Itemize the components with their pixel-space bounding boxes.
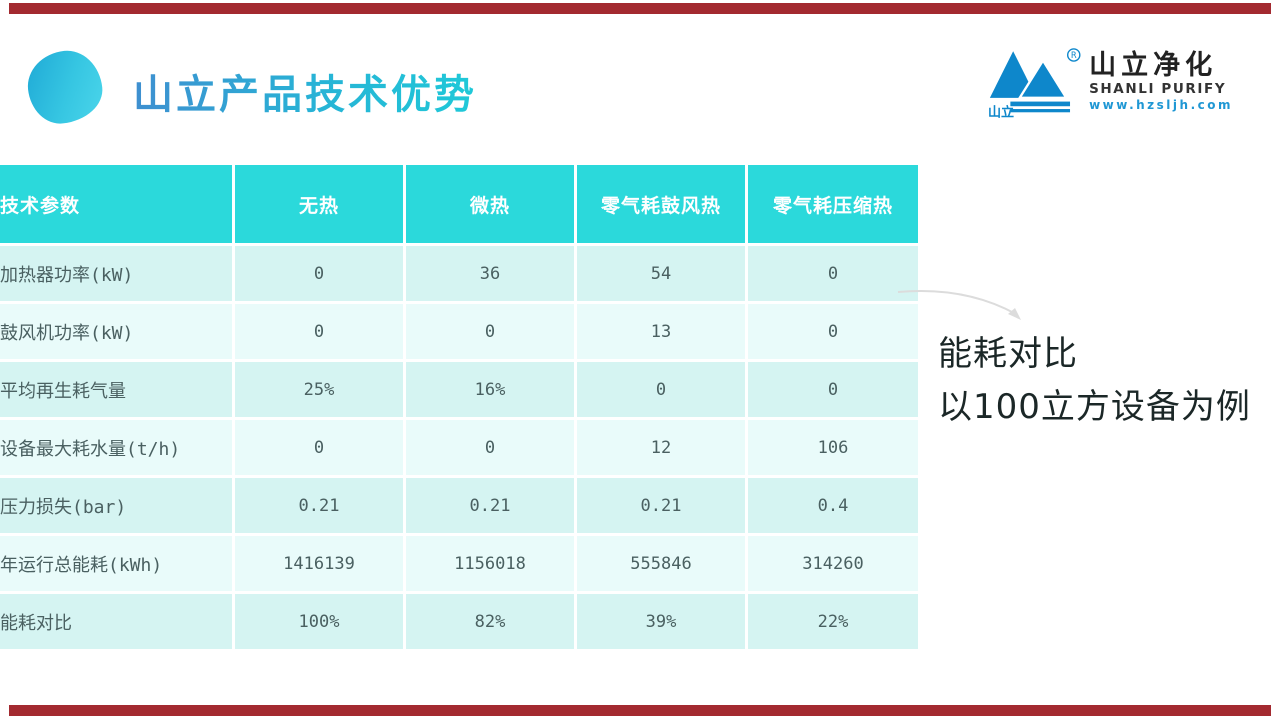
- table-row: 压力损失(bar) 0.21 0.21 0.21 0.4: [0, 478, 918, 533]
- cell-value: 0: [235, 304, 403, 359]
- cell-value: 22%: [748, 594, 918, 649]
- cell-value: 0: [748, 362, 918, 417]
- row-label: 压力损失(bar): [0, 478, 232, 533]
- cell-value: 12: [577, 420, 745, 475]
- registered-mark: R: [1071, 50, 1077, 60]
- cell-value: 106: [748, 420, 918, 475]
- table-row: 年运行总能耗(kWh) 1416139 1156018 555846 314260: [0, 536, 918, 591]
- table-row: 鼓风机功率(kW) 0 0 13 0: [0, 304, 918, 359]
- header-cell-compression-heat: 零气耗压缩热: [748, 165, 918, 243]
- top-accent-bar: [9, 3, 1271, 14]
- cell-value: 100%: [235, 594, 403, 649]
- cell-value: 0: [235, 420, 403, 475]
- logo-name-cn: 山立净化: [1089, 50, 1218, 81]
- cell-value: 25%: [235, 362, 403, 417]
- spec-table: 技术参数 无热 微热 零气耗鼓风热 零气耗压缩热 加热器功率(kW) 0 36 54 0…: [0, 162, 921, 652]
- annotation-line1: 能耗对比: [938, 334, 1078, 374]
- cell-value: 0: [235, 246, 403, 301]
- header-cell-parameter: 技术参数: [0, 165, 232, 243]
- cell-value: 0: [577, 362, 745, 417]
- logo-website: www.hzsljh.com: [1089, 98, 1233, 113]
- logo-cn-small: 山立: [988, 104, 1014, 120]
- logo-text-block: 山立净化 SHANLI PURIFY www.hzsljh.com: [1089, 42, 1233, 122]
- header-cell-blower-heat: 零气耗鼓风热: [577, 165, 745, 243]
- row-label: 鼓风机功率(kW): [0, 304, 232, 359]
- table-row: 平均再生耗气量 25% 16% 0 0: [0, 362, 918, 417]
- row-label: 能耗对比: [0, 594, 232, 649]
- cell-value: 555846: [577, 536, 745, 591]
- cell-value: 54: [577, 246, 745, 301]
- cell-value: 0.21: [577, 478, 745, 533]
- cell-value: 0.4: [748, 478, 918, 533]
- cell-value: 314260: [748, 536, 918, 591]
- cell-value: 13: [577, 304, 745, 359]
- cell-value: 1416139: [235, 536, 403, 591]
- logo-name-en: SHANLI PURIFY: [1089, 81, 1227, 98]
- table-row: 设备最大耗水量(t/h) 0 0 12 106: [0, 420, 918, 475]
- row-label: 设备最大耗水量(t/h): [0, 420, 232, 475]
- table-row: 加热器功率(kW) 0 36 54 0: [0, 246, 918, 301]
- cell-value: 0.21: [406, 478, 574, 533]
- cell-value: 0: [406, 420, 574, 475]
- cell-value: 0: [748, 246, 918, 301]
- page-title: 山立产品技术优势: [133, 62, 477, 120]
- cell-value: 0.21: [235, 478, 403, 533]
- table-row: 能耗对比 100% 82% 39% 22%: [0, 594, 918, 649]
- row-label: 加热器功率(kW): [0, 246, 232, 301]
- cell-value: 36: [406, 246, 574, 301]
- cell-value: 82%: [406, 594, 574, 649]
- bottom-accent-bar: [9, 705, 1271, 716]
- row-label: 平均再生耗气量: [0, 362, 232, 417]
- company-logo: R 山立 山立净化 SHANLI PURIFY www.hzsljh.com: [988, 42, 1233, 122]
- mountain-logo-icon: R 山立: [988, 48, 1081, 120]
- cell-value: 16%: [406, 362, 574, 417]
- header-cell-heatless: 无热: [235, 165, 403, 243]
- title-blob-decoration: [24, 47, 106, 127]
- cell-value: 39%: [577, 594, 745, 649]
- annotation-arrow-icon: [897, 289, 1021, 320]
- annotation-text: 能耗对比 以100立方设备为例: [938, 328, 1251, 433]
- row-label: 年运行总能耗(kWh): [0, 536, 232, 591]
- table-header-row: 技术参数 无热 微热 零气耗鼓风热 零气耗压缩热: [0, 165, 918, 243]
- cell-value: 0: [406, 304, 574, 359]
- table-body: 加热器功率(kW) 0 36 54 0 鼓风机功率(kW) 0 0 13 0 平均再生耗气量 25% 1…: [0, 246, 918, 649]
- header-cell-microheat: 微热: [406, 165, 574, 243]
- cell-value: 1156018: [406, 536, 574, 591]
- cell-value: 0: [748, 304, 918, 359]
- annotation-line2: 以100立方设备为例: [938, 386, 1251, 427]
